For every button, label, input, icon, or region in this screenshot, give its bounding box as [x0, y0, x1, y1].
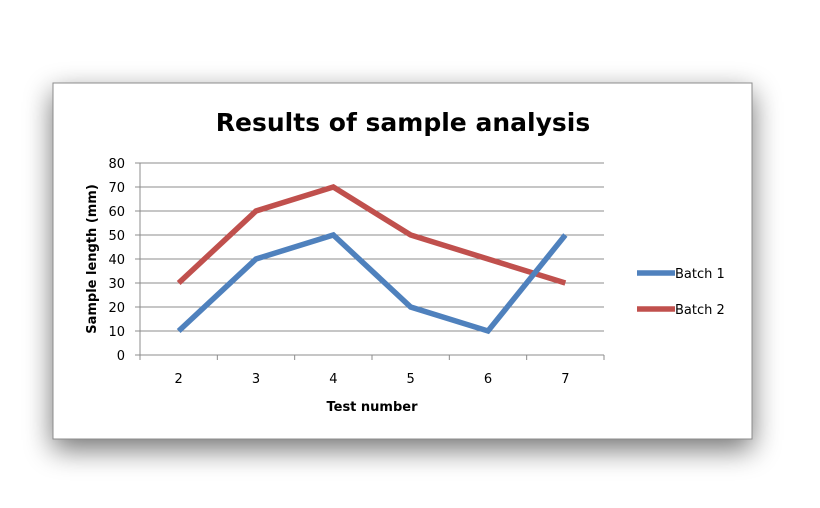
legend-label: Batch 2: [675, 303, 725, 318]
y-tick-label: 70: [108, 181, 125, 196]
x-tick-labels: 2 3 4 5 6 7: [175, 372, 570, 387]
y-axis-title: Sample length (mm): [85, 184, 100, 334]
axes: [135, 162, 605, 360]
legend-label: Batch 1: [675, 267, 725, 282]
x-tick-label: 3: [252, 372, 260, 387]
y-tick-label: 50: [108, 229, 125, 244]
y-tick-label: 60: [108, 205, 125, 220]
x-tick-label: 7: [561, 372, 569, 387]
x-tick-label: 2: [175, 372, 183, 387]
chart-title: Results of sample analysis: [216, 108, 590, 137]
y-tick-label: 40: [108, 253, 125, 268]
series-lines: [176, 184, 568, 335]
chart-frame: [52, 82, 753, 440]
x-tick-label: 4: [329, 372, 337, 387]
x-tick-label: 6: [484, 372, 492, 387]
x-tick-label: 5: [407, 372, 415, 387]
y-tick-label: 0: [117, 349, 125, 364]
series-line-batch-2: [176, 184, 567, 286]
y-tick-label: 80: [108, 157, 125, 172]
y-tick-label: 30: [108, 277, 125, 292]
x-axis-title: Test number: [326, 400, 418, 415]
y-tick-labels: 0 10 20 30 40 50 60 70 80: [108, 157, 125, 364]
legend: Batch 1 Batch 2: [637, 267, 725, 318]
y-tick-label: 10: [108, 325, 125, 340]
y-tick-label: 20: [108, 301, 125, 316]
series-line-batch-1: [176, 231, 568, 335]
